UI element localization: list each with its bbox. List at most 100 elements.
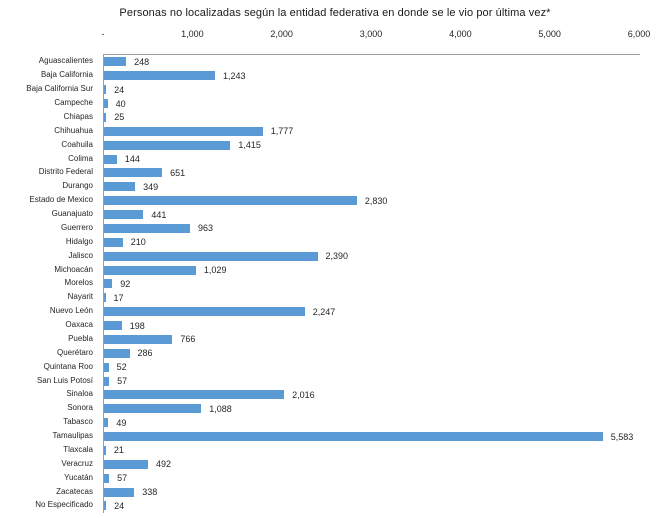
bar-row: 248 (104, 55, 640, 69)
bar (104, 223, 191, 233)
bar-row: 5,583 (104, 430, 640, 444)
bar-row: 24 (104, 499, 640, 513)
bar-row: 492 (104, 457, 640, 471)
y-axis-category-label: Baja California (40, 70, 93, 80)
bar (104, 307, 305, 317)
bar-value-label: 24 (114, 500, 125, 511)
bar (104, 237, 123, 247)
bar-row: 2,830 (104, 194, 640, 208)
x-axis-tick: 2,000 (270, 29, 293, 39)
y-axis-category-label: Chiapas (63, 111, 93, 121)
bar (104, 376, 110, 386)
bar-row: 144 (104, 152, 640, 166)
bar-row: 2,390 (104, 249, 640, 263)
bar (104, 168, 163, 178)
y-axis-category-label: Quintana Roo (43, 361, 93, 371)
y-axis-category-label: Oaxaca (65, 320, 93, 330)
bar-value-label: 492 (155, 459, 171, 470)
bar-value-label: 2,390 (325, 251, 349, 262)
plot-area: 248 1,243 24 40 25 1,777 1,415 144 651 349 2,830 44… (103, 54, 640, 513)
y-axis-category-label: Nayarit (67, 292, 93, 302)
bar-row: 52 (104, 360, 640, 374)
bar-row: 17 (104, 291, 640, 305)
y-axis-category-label: Michoacán (54, 264, 93, 274)
bar-value-label: 49 (116, 417, 127, 428)
bar (104, 362, 109, 372)
y-axis-category-label: Nuevo León (49, 306, 93, 316)
bar-value-label: 5,583 (610, 431, 634, 442)
y-axis-category-label: Veracruz (61, 458, 93, 468)
bar (104, 57, 127, 67)
y-axis-category-label: Querétaro (56, 347, 93, 357)
bar-row: 40 (104, 97, 640, 111)
bar (104, 196, 357, 206)
y-axis-category-label: Baja California Sur (26, 84, 93, 94)
bar-value-label: 1,243 (223, 70, 246, 81)
bar (104, 334, 173, 344)
bar-row: 92 (104, 277, 640, 291)
y-axis-category-label: Guerrero (60, 222, 93, 232)
y-axis-category-label: Jalisco (68, 250, 93, 260)
bar-row: 1,243 (104, 69, 640, 83)
bar-value-label: 248 (134, 56, 150, 67)
y-axis-category-label: Tlaxcala (63, 444, 93, 454)
bar-row: 338 (104, 485, 640, 499)
bar (104, 71, 216, 81)
y-axis-category-label: Distrito Federal (38, 167, 93, 177)
x-axis-tick: 5,000 (538, 29, 561, 39)
bar (104, 390, 285, 400)
bar-value-label: 651 (170, 167, 186, 178)
bar-value-label: 198 (129, 320, 145, 331)
y-axis-category-label: Zacatecas (56, 486, 93, 496)
bar-value-label: 1,029 (203, 265, 227, 276)
x-axis-tick: - (101, 29, 105, 39)
bar (104, 251, 318, 261)
bar-row: 2,016 (104, 388, 640, 402)
bar-value-label: 349 (143, 181, 159, 192)
bar-value-label: 25 (114, 112, 125, 123)
chart-title: Personas no localizadas según la entidad… (119, 7, 551, 19)
bar (104, 487, 135, 497)
bar-value-label: 2,247 (312, 306, 336, 317)
bar (104, 85, 107, 95)
bar (104, 473, 110, 483)
y-axis-category-label: Estado de Mexico (29, 195, 93, 205)
bar (104, 210, 144, 220)
x-axis-tick: 1,000 (181, 29, 204, 39)
bar-value-label: 40 (115, 98, 126, 109)
y-axis-category-label: Hidalgo (65, 236, 93, 246)
bar (104, 418, 109, 428)
y-axis-category-label: Campeche (54, 98, 93, 108)
bar-row: 49 (104, 416, 640, 430)
bar (104, 99, 108, 109)
x-axis-tick: 3,000 (359, 29, 383, 39)
bar-value-label: 1,777 (270, 126, 294, 137)
y-axis-category-label: Durango (62, 181, 93, 191)
bar (104, 279, 113, 289)
bar (104, 112, 107, 122)
bar-row: 1,415 (104, 138, 640, 152)
bar-value-label: 963 (198, 223, 214, 234)
y-axis-category-label: Aguascalientes (38, 56, 93, 66)
bar-row: 57 (104, 471, 640, 485)
bar-value-label: 2,830 (364, 195, 388, 206)
bar-value-label: 144 (124, 154, 140, 165)
y-axis-category-label: Sonora (67, 403, 93, 413)
x-axis-tick: 4,000 (449, 29, 472, 39)
bar-value-label: 441 (151, 209, 167, 220)
x-axis-tick: 6,000 (627, 29, 651, 39)
bar (104, 445, 106, 455)
bar-row: 1,088 (104, 402, 640, 416)
bar-row: 1,777 (104, 124, 640, 138)
bar-row: 57 (104, 374, 640, 388)
bar (104, 293, 106, 303)
bar-value-label: 52 (116, 362, 127, 373)
bar-value-label: 338 (142, 487, 158, 498)
bar-row: 349 (104, 180, 640, 194)
bar (104, 432, 603, 442)
bar-row: 651 (104, 166, 640, 180)
bar-row: 286 (104, 346, 640, 360)
bar (104, 265, 196, 275)
bar (104, 182, 136, 192)
